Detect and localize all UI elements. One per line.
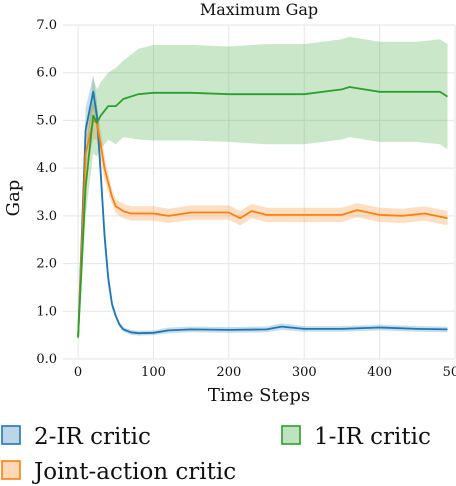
y-tick-label: 2.0	[36, 257, 57, 272]
y-tick-label: 7.0	[36, 18, 57, 33]
x-tick-label: 300	[292, 365, 317, 380]
y-tick-label: 5.0	[36, 113, 57, 128]
x-axis-title: Time Steps	[208, 385, 310, 406]
x-tick-label: 0	[74, 365, 82, 380]
legend-swatch-2	[281, 425, 301, 445]
y-tick-label: 3.0	[36, 209, 57, 224]
y-axis-title: Gap	[3, 180, 24, 217]
grid	[63, 24, 456, 360]
series-line-1	[77, 119, 448, 338]
y-tick-label: 4.0	[36, 161, 57, 176]
y-tick-label: 0.0	[36, 352, 57, 367]
confidence-bands	[78, 36, 448, 343]
legend-label-0: 2-IR critic	[34, 424, 151, 450]
x-tick-label: 200	[216, 365, 241, 380]
legend-label-2: 1-IR critic	[314, 424, 431, 450]
series-line-2	[77, 86, 448, 338]
chart-title: Maximum Gap	[200, 0, 318, 19]
x-tick-label: 500	[443, 365, 456, 380]
series-lines	[77, 86, 448, 338]
legend-swatch-1	[1, 460, 21, 480]
y-tick-label: 1.0	[36, 304, 57, 319]
legend: 2-IR critic 1-IR critic Joint-action criti…	[1, 424, 431, 485]
series-band-2	[78, 36, 448, 343]
x-tick-label: 100	[141, 365, 166, 380]
x-tick-label: 400	[367, 365, 392, 380]
legend-swatch-0	[1, 425, 21, 445]
series-line-0	[77, 90, 448, 338]
tick-labels: 0 100 200 300 400 500 0.0 1.0 2.0 3.0 4.0 5.0 6.0 7.0	[36, 18, 456, 380]
legend-label-1: Joint-action critic	[32, 459, 236, 485]
y-tick-label: 6.0	[36, 66, 57, 81]
